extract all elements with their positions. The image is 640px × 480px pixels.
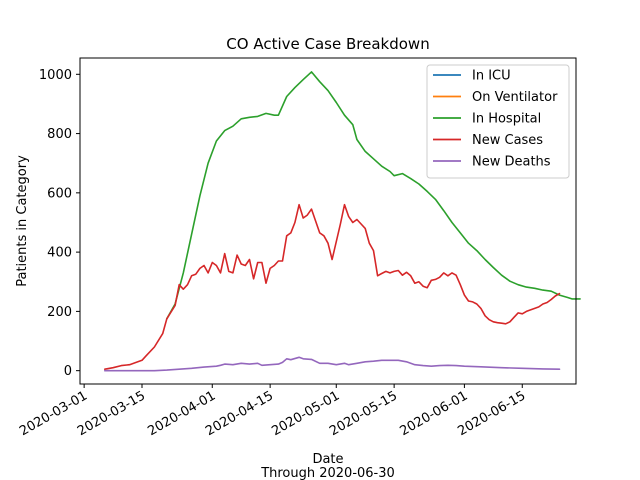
y-tick-label: 600 [47, 186, 72, 201]
legend-label: New Cases [472, 133, 543, 148]
x-axis-label: Date [312, 452, 343, 467]
series-lines [104, 71, 581, 372]
legend-label: New Deaths [472, 155, 551, 170]
y-tick-label: 200 [47, 305, 72, 320]
y-tick-label: 1000 [39, 68, 72, 83]
legend-label: On Ventilator [472, 90, 558, 105]
legend-label: In ICU [472, 69, 511, 84]
y-tick-label: 800 [47, 127, 72, 142]
plot-area [79, 57, 581, 385]
x-axis-sublabel: Through 2020-06-30 [260, 466, 395, 480]
series-line-in-hospital [166, 71, 581, 320]
plot-frame [79, 57, 577, 385]
y-tick-label: 0 [64, 364, 72, 379]
series-line-new-deaths [104, 356, 561, 372]
chart-title: CO Active Case Breakdown [226, 35, 429, 53]
y-tick-label: 400 [47, 246, 72, 261]
legend-box [426, 64, 570, 179]
y-axis: 0 200 400 600 800 1000 [39, 68, 80, 379]
legend-label: In Hospital [472, 112, 541, 127]
series-line-new-cases [104, 203, 561, 370]
y-axis-label: Patients in Category [15, 155, 30, 287]
legend: In ICU On Ventilator In Hospital New Cases N… [426, 64, 570, 179]
